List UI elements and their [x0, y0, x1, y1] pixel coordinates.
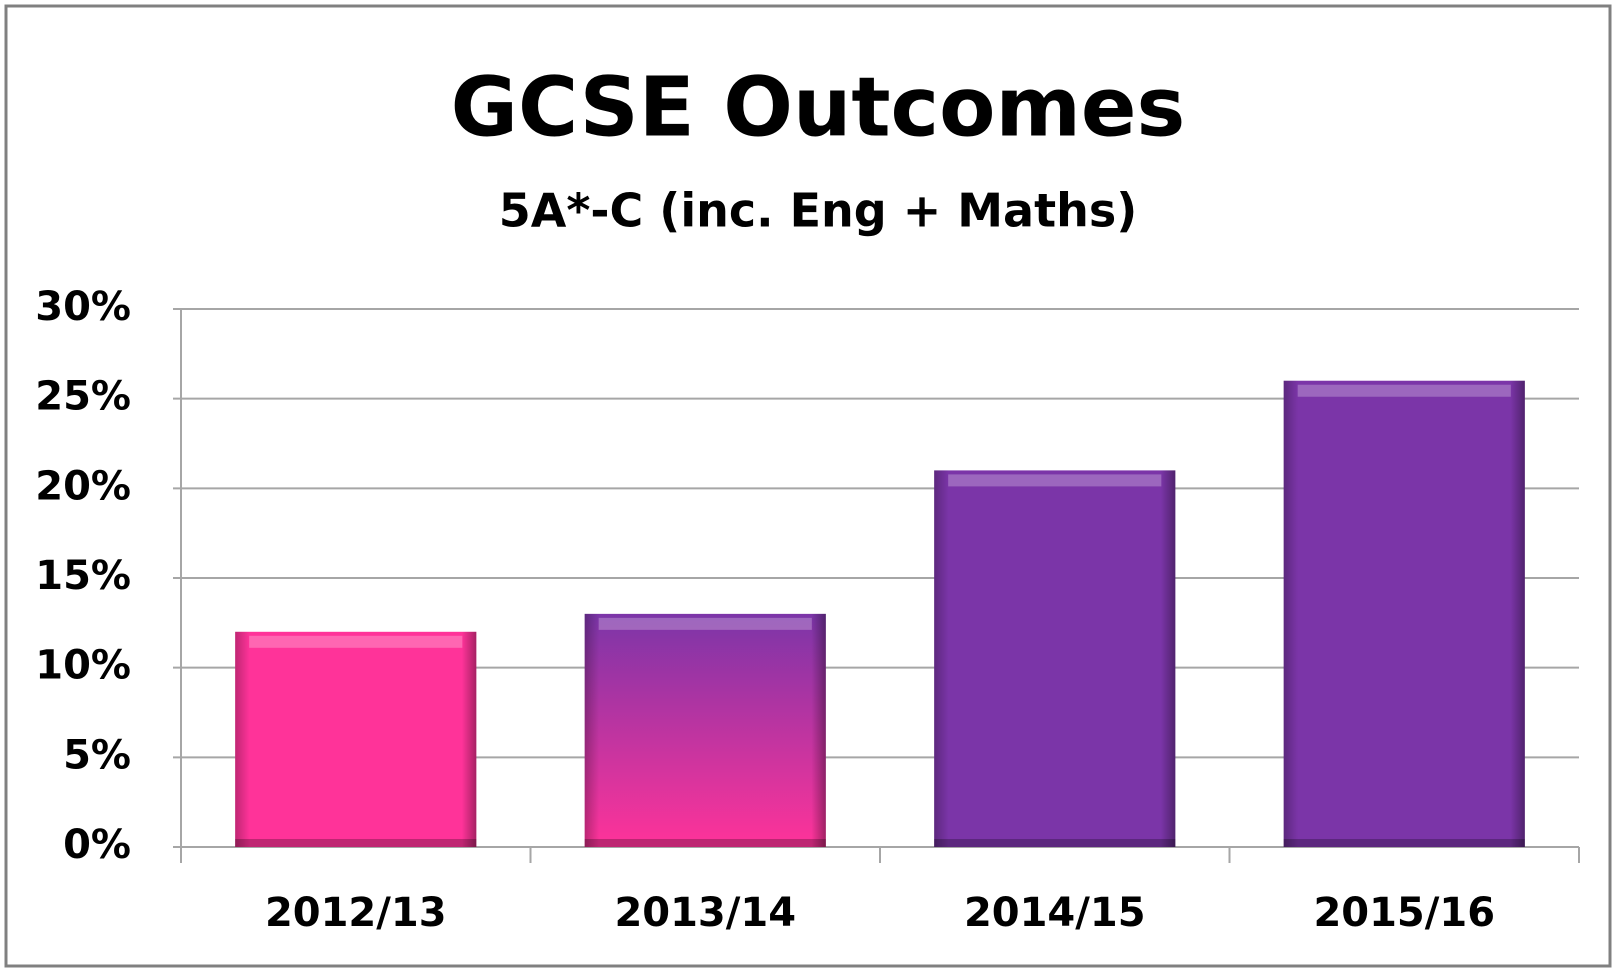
chart-title: GCSE Outcomes — [451, 60, 1186, 155]
bar-highlight — [249, 635, 463, 648]
y-tick-label: 0% — [63, 822, 131, 868]
bar-base-shadow — [584, 839, 826, 847]
y-tick-label: 25% — [35, 374, 131, 420]
bar-base-shadow — [235, 839, 477, 847]
bar-highlight — [598, 617, 812, 630]
chart-subtitle: 5A*-C (inc. Eng + Maths) — [499, 184, 1137, 238]
x-tick-label: 2012/13 — [265, 890, 447, 936]
x-tick-label: 2014/15 — [964, 890, 1146, 936]
bar-base-shadow — [1283, 839, 1525, 847]
x-tick-label: 2013/14 — [614, 890, 796, 936]
bar-bevel — [1283, 380, 1525, 847]
y-tick-label: 10% — [35, 643, 131, 689]
y-tick-label: 20% — [35, 463, 131, 509]
bar-bevel — [934, 470, 1176, 847]
x-tick-label: 2015/16 — [1313, 890, 1495, 936]
bar-bevel — [235, 631, 477, 847]
y-tick-label: 30% — [35, 284, 131, 330]
bar-bevel — [584, 613, 826, 847]
y-tick-label: 5% — [63, 732, 131, 778]
y-tick-label: 15% — [35, 553, 131, 599]
bar-highlight — [948, 474, 1162, 487]
bar-base-shadow — [934, 839, 1176, 847]
bar-highlight — [1297, 384, 1511, 397]
